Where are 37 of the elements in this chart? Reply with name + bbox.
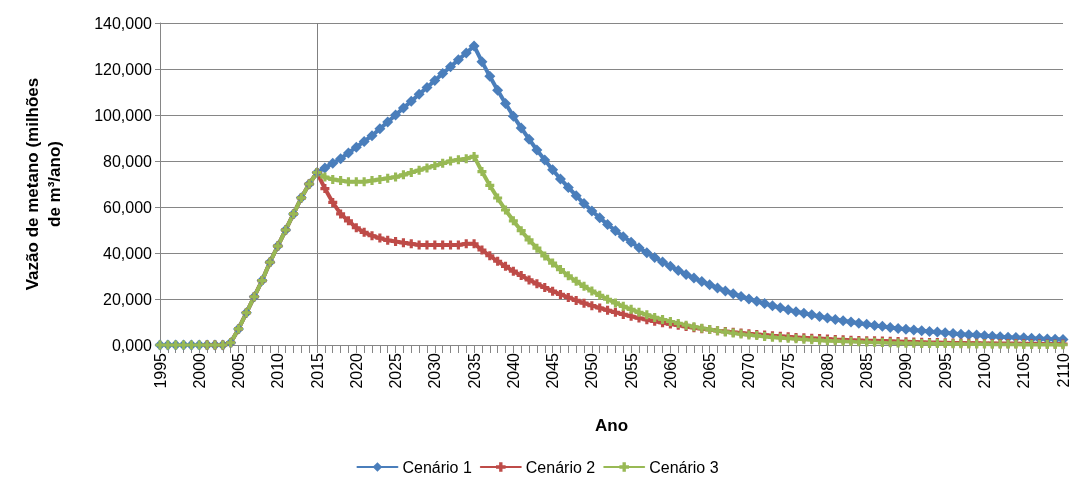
y-tick-label: 20,000: [103, 290, 153, 308]
x-tick-label: 2105: [1015, 352, 1033, 389]
x-tick-label: 2015: [308, 352, 326, 389]
x-tick-label: 2035: [465, 352, 483, 389]
x-axis-title: Ano: [594, 416, 629, 435]
x-tick-label: 2080: [818, 352, 836, 389]
x-tick-label: 2005: [230, 352, 248, 389]
x-tick-label: 2050: [583, 352, 601, 389]
x-tick-label: 2040: [504, 352, 522, 389]
y-tick-label: 100,000: [94, 106, 153, 124]
x-tick-label: 2045: [544, 352, 562, 389]
legend-label: Cenário 2: [525, 458, 596, 476]
x-tick-label: 2020: [347, 352, 365, 389]
x-tick-label: 2070: [740, 352, 758, 389]
y-tick-label: 120,000: [94, 60, 153, 78]
x-tick-label: 2095: [936, 352, 954, 389]
y-tick-label: 60,000: [103, 198, 153, 216]
y-tick-label: 80,000: [103, 152, 153, 170]
legend-label: Cenário 1: [402, 458, 472, 476]
y-tick-label: 140,000: [94, 14, 153, 32]
x-tick-label: 2065: [701, 352, 719, 389]
x-tick-label: 2030: [426, 352, 444, 389]
x-tick-label: 1995: [151, 352, 169, 389]
x-tick-label: 2000: [190, 352, 208, 389]
x-tick-label: 2055: [622, 352, 640, 389]
y-tick-label: 0,000: [111, 336, 153, 354]
x-tick-label: 2075: [779, 352, 797, 389]
x-tick-label: 2100: [975, 352, 993, 389]
x-tick-label: 2060: [661, 352, 679, 389]
x-tick-label: 2110: [1054, 352, 1072, 388]
y-axis-title: Vazão de metano (milhões de m³/ano): [22, 77, 64, 291]
x-tick-label: 2085: [858, 352, 876, 389]
x-tick-label: 2025: [387, 352, 405, 389]
x-tick-label: 2010: [269, 352, 287, 389]
x-tick-label: 2090: [897, 352, 915, 389]
legend-label: Cenário 3: [649, 458, 719, 476]
y-tick-label: 40,000: [103, 244, 153, 262]
